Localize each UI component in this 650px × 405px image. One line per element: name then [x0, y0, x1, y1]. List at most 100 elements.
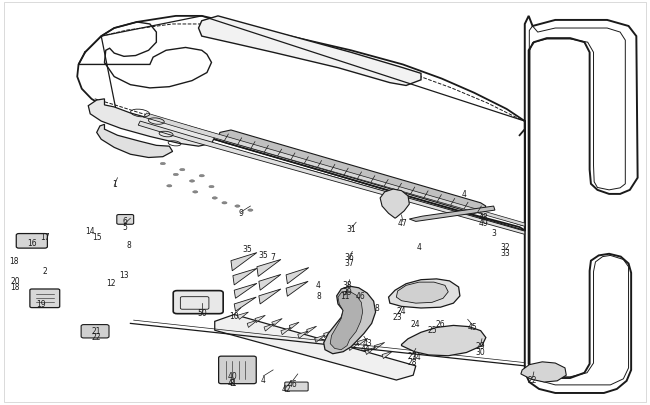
Polygon shape — [234, 297, 256, 311]
Text: 42: 42 — [281, 384, 291, 394]
Ellipse shape — [167, 185, 172, 188]
Text: 43: 43 — [362, 339, 372, 347]
Text: 46: 46 — [356, 291, 365, 300]
Text: 23: 23 — [393, 312, 402, 321]
Polygon shape — [234, 284, 257, 298]
Polygon shape — [218, 131, 486, 214]
FancyBboxPatch shape — [218, 356, 256, 384]
Polygon shape — [330, 291, 363, 350]
Text: 35: 35 — [242, 245, 252, 254]
Polygon shape — [341, 335, 351, 342]
Polygon shape — [281, 328, 291, 335]
Polygon shape — [521, 362, 566, 382]
Text: 17: 17 — [40, 232, 49, 241]
FancyBboxPatch shape — [81, 325, 109, 338]
Text: 10: 10 — [229, 311, 239, 320]
Text: 12: 12 — [106, 279, 116, 288]
Polygon shape — [264, 324, 274, 331]
Polygon shape — [286, 268, 309, 284]
Text: 1: 1 — [112, 180, 116, 189]
Text: 5: 5 — [123, 222, 127, 231]
Text: 34: 34 — [411, 352, 421, 361]
Polygon shape — [138, 122, 525, 235]
Text: 19: 19 — [36, 299, 46, 308]
Polygon shape — [88, 100, 214, 147]
Text: 18: 18 — [9, 256, 18, 266]
Ellipse shape — [173, 174, 178, 176]
Polygon shape — [247, 320, 257, 328]
Text: 8: 8 — [316, 291, 321, 300]
Text: 33: 33 — [500, 248, 510, 258]
Text: 39: 39 — [343, 287, 352, 296]
Text: 46: 46 — [288, 379, 298, 388]
Text: 20: 20 — [10, 277, 20, 286]
Text: 21: 21 — [92, 326, 101, 335]
Text: 4: 4 — [261, 375, 266, 384]
Text: 4: 4 — [316, 281, 321, 290]
Ellipse shape — [212, 197, 217, 200]
Polygon shape — [382, 352, 393, 359]
Text: 28: 28 — [408, 358, 417, 367]
Text: 8: 8 — [230, 378, 235, 388]
Text: 4: 4 — [417, 243, 421, 252]
Ellipse shape — [209, 186, 214, 188]
Text: 26: 26 — [436, 319, 445, 328]
Polygon shape — [286, 281, 308, 296]
Text: 3: 3 — [491, 228, 496, 237]
Text: 8: 8 — [374, 303, 379, 312]
Polygon shape — [402, 326, 486, 356]
Text: 24: 24 — [411, 319, 421, 328]
Text: 29: 29 — [476, 341, 486, 350]
Text: 32: 32 — [500, 243, 510, 252]
FancyBboxPatch shape — [117, 215, 134, 225]
Polygon shape — [358, 339, 368, 346]
Polygon shape — [97, 125, 173, 158]
Ellipse shape — [248, 209, 253, 212]
FancyBboxPatch shape — [16, 234, 47, 249]
Text: 41: 41 — [228, 377, 238, 387]
FancyBboxPatch shape — [285, 382, 308, 391]
Text: 38: 38 — [343, 281, 352, 290]
Polygon shape — [365, 347, 376, 355]
Text: 30: 30 — [476, 347, 486, 356]
Text: 47: 47 — [398, 218, 408, 227]
Polygon shape — [259, 275, 281, 290]
Text: 4: 4 — [462, 190, 467, 199]
Polygon shape — [389, 279, 460, 308]
Text: 27: 27 — [408, 352, 417, 360]
Polygon shape — [231, 253, 257, 271]
Text: 44: 44 — [360, 345, 370, 354]
Ellipse shape — [199, 175, 204, 177]
Text: 49: 49 — [479, 218, 489, 227]
FancyBboxPatch shape — [30, 289, 60, 308]
Ellipse shape — [222, 202, 227, 205]
Text: 25: 25 — [427, 325, 437, 334]
Text: 50: 50 — [197, 308, 207, 317]
Text: 9: 9 — [239, 208, 243, 217]
Polygon shape — [233, 269, 257, 285]
Ellipse shape — [235, 205, 240, 208]
Text: 35: 35 — [259, 250, 268, 260]
Polygon shape — [298, 331, 308, 339]
Polygon shape — [259, 289, 281, 304]
Ellipse shape — [189, 180, 194, 183]
Polygon shape — [307, 326, 317, 334]
Polygon shape — [332, 339, 342, 347]
Text: 13: 13 — [119, 271, 129, 279]
Text: 22: 22 — [92, 333, 101, 341]
Polygon shape — [315, 335, 325, 343]
Polygon shape — [410, 207, 495, 222]
Text: 8: 8 — [127, 241, 131, 249]
Polygon shape — [396, 282, 448, 303]
Polygon shape — [198, 17, 421, 86]
Text: 7: 7 — [270, 252, 276, 262]
Text: 31: 31 — [346, 224, 356, 233]
Polygon shape — [255, 315, 265, 323]
Text: 11: 11 — [340, 291, 349, 300]
Polygon shape — [272, 319, 282, 326]
Ellipse shape — [179, 169, 185, 171]
Polygon shape — [237, 312, 248, 320]
Text: 45: 45 — [468, 322, 478, 331]
Polygon shape — [348, 343, 359, 351]
Polygon shape — [324, 286, 376, 354]
